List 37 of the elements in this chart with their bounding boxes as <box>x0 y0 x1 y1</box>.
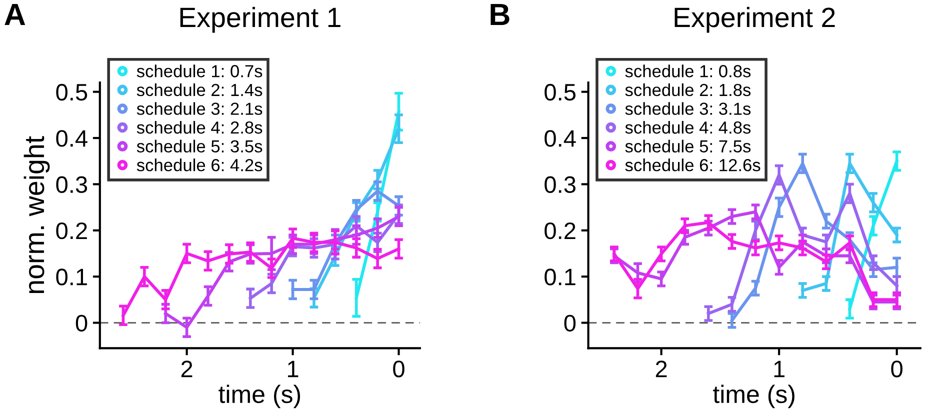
x-axis-title: time (s) <box>713 384 794 408</box>
legend-label: schedule 3: 3.1s <box>625 102 751 115</box>
chart-title: Experiment 2 <box>674 6 835 33</box>
x-tick-label: 2 <box>656 360 667 378</box>
y-tick-label: 0 <box>564 314 576 332</box>
legend-label: schedule 6: 4.2s <box>136 158 262 172</box>
legend-label: schedule 6: 12.6s <box>625 158 760 172</box>
legend-label: schedule 1: 0.7s <box>136 64 262 78</box>
y-axis-title: norm. weight <box>24 136 50 294</box>
text: B <box>490 4 510 26</box>
x-tick-label: 2 <box>181 360 192 378</box>
y-tick-label: 0.1 <box>56 268 87 286</box>
y-tick-label: 0.3 <box>56 176 88 193</box>
y-tick-label: 0.1 <box>544 268 576 286</box>
x-tick-label: 1 <box>774 360 784 378</box>
y-tick-label: 0.5 <box>544 84 576 101</box>
legend-label: schedule 3: 2.1s <box>136 102 262 115</box>
legend-label: schedule 2: 1.8s <box>625 83 751 96</box>
x-tick-label: 0 <box>393 360 404 378</box>
y-tick-label: 0 <box>76 314 88 332</box>
x-tick-label: 1 <box>288 360 298 378</box>
legend-label: schedule 4: 2.8s <box>136 120 262 134</box>
text: A <box>4 4 26 26</box>
x-tick-label: 0 <box>891 360 902 378</box>
legend-label: schedule 5: 7.5s <box>625 140 751 153</box>
legend-label: schedule 1: 0.8s <box>625 64 751 78</box>
y-tick-label: 0.3 <box>544 176 576 193</box>
legend-label: schedule 2: 1.4s <box>136 83 262 96</box>
y-tick-label: 0.4 <box>56 130 88 147</box>
y-tick-label: 0.4 <box>544 130 576 147</box>
y-tick-label: 0.5 <box>56 84 88 101</box>
y-tick-label: 0.2 <box>56 222 87 240</box>
legend-label: schedule 4: 4.8s <box>625 120 751 134</box>
y-tick-label: 0.2 <box>544 222 576 240</box>
chart-title: Experiment 1 <box>180 6 340 33</box>
x-axis-title: time (s) <box>218 384 300 408</box>
legend-label: schedule 5: 3.5s <box>136 140 262 153</box>
